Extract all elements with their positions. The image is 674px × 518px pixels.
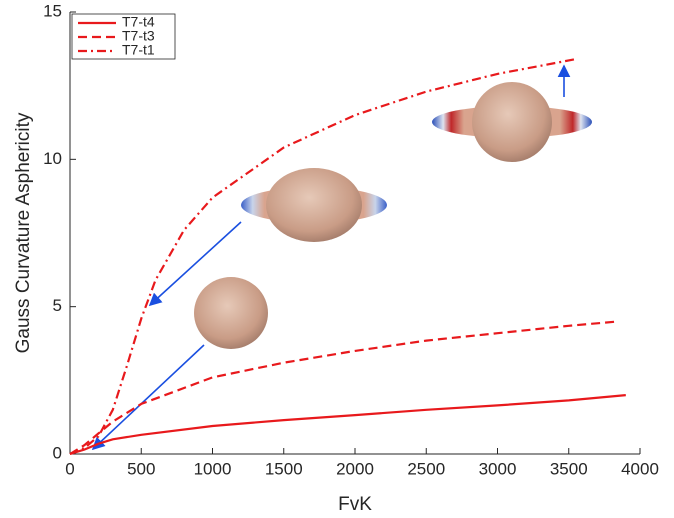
x-tick-label: 1000: [194, 459, 232, 478]
x-tick-label: 500: [127, 459, 155, 478]
shell-elongated: [241, 168, 387, 242]
chart: FvK Gauss Curvature Asphericity 0 500 1000…: [0, 0, 674, 518]
x-tick-label: 3500: [550, 459, 588, 478]
series-line: [70, 395, 626, 454]
x-tick-label: 3000: [479, 459, 517, 478]
inset-images: [93, 66, 592, 449]
x-tick-label: 2000: [336, 459, 374, 478]
x-axis-title: FvK: [338, 494, 372, 515]
x-tick-label: 0: [65, 459, 74, 478]
shell-dumbbell: [432, 82, 592, 162]
y-axis-title: Gauss Curvature Asphericity: [13, 112, 34, 353]
y-tick-label: 5: [53, 296, 62, 315]
y-tick-label: 0: [53, 443, 62, 462]
y-tick-label: 15: [43, 1, 62, 20]
y-tick-label: 10: [43, 149, 62, 168]
x-tick-label: 4000: [621, 459, 659, 478]
legend-label: T7-t1: [122, 42, 155, 58]
x-tick-label: 2500: [407, 459, 445, 478]
x-tick-label: 1500: [265, 459, 303, 478]
shell-sphere: [194, 277, 268, 349]
